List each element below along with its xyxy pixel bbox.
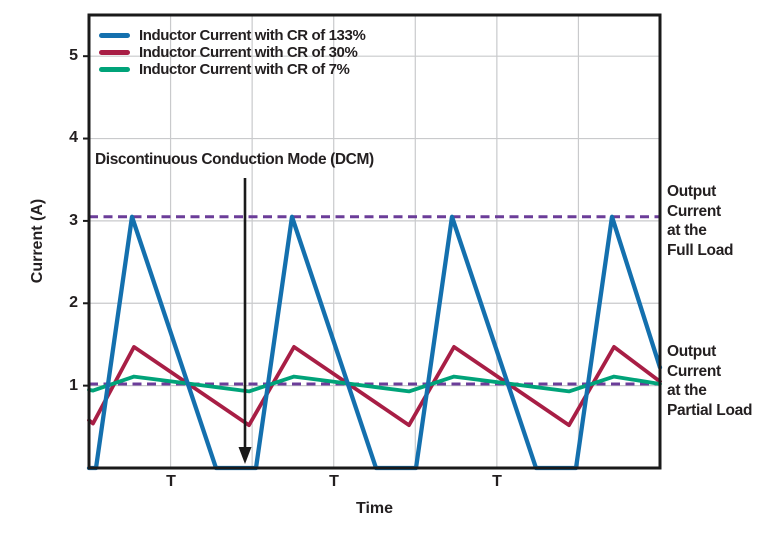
x-period-mark-1: T	[166, 473, 176, 490]
partial-load-label: Output Current at the Partial Load	[667, 342, 779, 420]
y-tick-2: 2	[69, 294, 78, 311]
x-period-mark-3: T	[492, 473, 502, 490]
full-load-label-line: Current	[667, 202, 721, 220]
y-tick-3: 3	[69, 212, 78, 229]
legend-swatch-cr-30-line-icon	[99, 50, 130, 55]
legend-swatch-cr-133-line-icon	[99, 33, 130, 38]
legend-item-cr-30: Inductor Current with CR of 30%	[99, 44, 365, 61]
y-tick-5: 5	[69, 47, 78, 64]
partial-load-label-line: at the	[667, 382, 707, 399]
x-period-mark-2: T	[329, 473, 339, 490]
full-load-label-line: Output	[667, 183, 716, 200]
full-load-label-line: Full Load	[667, 241, 734, 259]
legend-label: Inductor Current with CR of 30%	[139, 44, 358, 61]
full-load-label: Output Current at the Full Load	[667, 182, 779, 260]
legend-label: Inductor Current with CR of 7%	[139, 61, 350, 78]
partial-load-label-line: Output	[667, 343, 716, 360]
y-tick-4: 4	[69, 129, 78, 146]
legend-label: Inductor Current with CR of 133%	[139, 27, 366, 44]
full-load-label-line: at the	[667, 222, 707, 239]
y-axis-title: Current (A)	[29, 198, 46, 284]
legend-swatch-cr-7-line-icon	[99, 67, 130, 72]
dcm-annotation: Discontinuous Conduction Mode (DCM)	[95, 151, 374, 168]
legend-item-cr-7: Inductor Current with CR of 7%	[99, 61, 365, 78]
legend: Inductor Current with CR of 133% Inducto…	[99, 27, 366, 78]
partial-load-label-line: Partial Load	[667, 401, 753, 419]
partial-load-label-line: Current	[667, 362, 721, 380]
legend-item-cr-133: Inductor Current with CR of 133%	[99, 27, 366, 44]
x-axis-title: Time	[355, 500, 394, 517]
y-tick-1: 1	[69, 377, 78, 394]
